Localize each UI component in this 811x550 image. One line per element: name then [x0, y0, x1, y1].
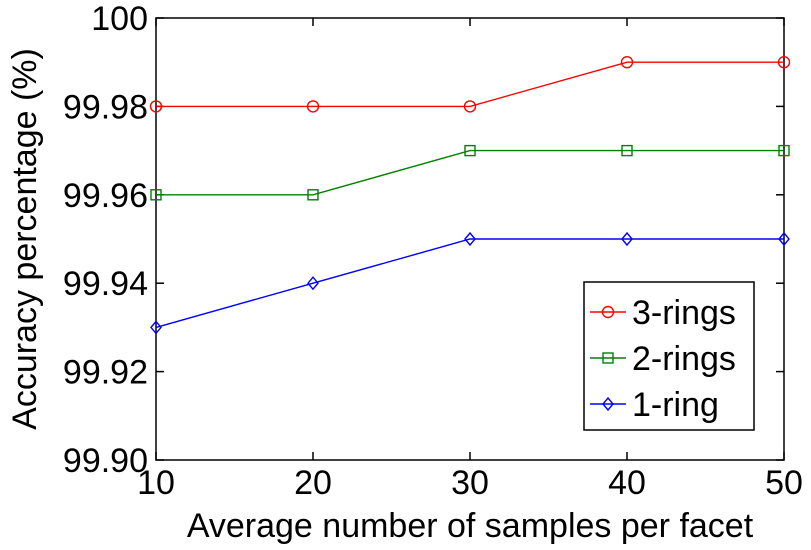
x-tick-label: 40 — [608, 464, 646, 502]
data-point-3-rings — [620, 56, 634, 69]
legend-item-2-rings: 2-rings — [590, 340, 736, 378]
series-line-3-rings — [156, 61, 784, 108]
data-point-1-ring — [778, 231, 790, 247]
data-point-1-ring — [307, 276, 319, 291]
data-point-2-rings — [307, 189, 319, 201]
series-line-1-ring — [155, 238, 784, 329]
x-tick-label: 20 — [294, 464, 332, 502]
legend-label: 3-rings — [632, 294, 736, 332]
data-point-1-ring — [150, 320, 162, 335]
y-tick-label: 99.94 — [63, 265, 148, 303]
y-axis: 99.90 99.92 99.94 99.96 99.98 100 — [63, 0, 784, 480]
data-point-3-rings — [306, 100, 320, 113]
data-point-1-ring — [621, 231, 633, 247]
x-tick-label: 10 — [137, 464, 175, 502]
data-point-3-rings — [149, 100, 163, 113]
y-tick-label: 99.96 — [63, 177, 148, 215]
data-point-2-rings — [464, 144, 476, 157]
legend-marker — [602, 352, 614, 364]
x-axis-label: Average number of samples per facet — [187, 507, 754, 545]
legend-item-3-rings: 3-rings — [590, 294, 736, 332]
legend-label: 1-ring — [632, 386, 719, 424]
series-line-2-rings — [156, 149, 784, 196]
y-tick-label: 99.90 — [63, 442, 148, 480]
y-tick-label: 99.98 — [63, 88, 148, 126]
x-tick-label: 50 — [765, 464, 803, 502]
data-point-2-rings — [150, 189, 162, 201]
series-1-ring — [150, 231, 790, 335]
data-point-3-rings — [777, 56, 791, 69]
series-3-rings — [149, 56, 791, 113]
legend-marker — [601, 305, 615, 319]
series-2-rings — [150, 144, 790, 201]
data-point-2-rings — [621, 144, 633, 157]
legend-label: 2-rings — [632, 340, 736, 378]
x-tick-label: 30 — [451, 464, 489, 502]
y-tick-label: 100 — [91, 0, 148, 38]
x-axis: 10 20 30 40 50 — [137, 18, 803, 502]
legend-item-1-ring: 1-ring — [590, 386, 719, 424]
series-group — [149, 56, 791, 335]
data-point-1-ring — [464, 231, 476, 247]
legend: 3-rings 2-rings 1-ring — [583, 281, 755, 431]
data-point-3-rings — [463, 100, 477, 113]
data-point-2-rings — [778, 144, 790, 157]
legend-marker — [602, 396, 614, 412]
y-axis-label: Accuracy percentage (%) — [6, 48, 44, 430]
y-tick-label: 99.92 — [63, 354, 148, 392]
